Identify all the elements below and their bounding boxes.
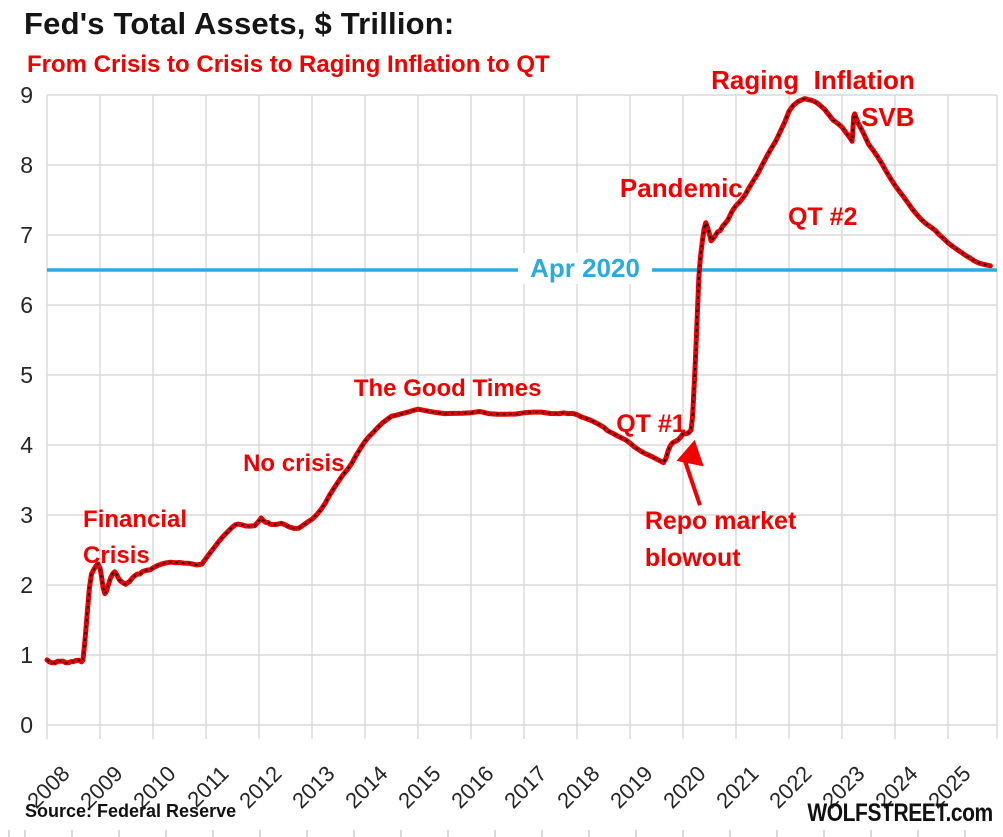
x-tick-label: 2013 — [287, 761, 339, 813]
annotation-qt1: QT #1 — [616, 409, 686, 438]
annotation-good-times: The Good Times — [353, 374, 542, 402]
y-tick-label: 0 — [20, 712, 33, 738]
x-tick-label: 2020 — [658, 761, 710, 813]
y-tick-label: 5 — [20, 362, 33, 388]
annotation-svb: SVB — [861, 101, 915, 132]
apr-2020-reference-label: Apr 2020 — [518, 253, 652, 284]
page-title: Fed's Total Assets, $ Trillion: — [24, 6, 455, 41]
y-tick-label: 3 — [20, 502, 33, 528]
x-tick-label: 2018 — [552, 761, 604, 813]
wolfstreet-brand: WOLFSTREET.com — [807, 799, 994, 827]
x-tick-label: 2019 — [605, 761, 657, 813]
x-tick-label: 2015 — [393, 761, 445, 813]
y-tick-label: 7 — [20, 222, 33, 248]
y-tick-label: 1 — [20, 642, 33, 668]
x-tick-label: 2014 — [340, 761, 392, 813]
cropped-next-chart-ticks — [0, 830, 1003, 837]
y-tick-label: 2 — [20, 572, 33, 598]
repo-blowout-arrow — [676, 439, 704, 506]
source-note: Source: Federal Reserve — [25, 801, 237, 821]
x-tick-label: 2016 — [446, 761, 498, 813]
y-tick-label: 6 — [20, 292, 33, 318]
annotation-no-crisis: No crisis — [243, 449, 345, 477]
x-tick-label: 2021 — [711, 761, 763, 813]
y-tick-label: 8 — [20, 152, 33, 178]
annotation-repo-blowout: Repo market blowout — [644, 507, 797, 573]
fed-assets-line-dots — [46, 97, 991, 664]
annotation-raging-inflation: Raging Inflation — [711, 64, 915, 95]
y-tick-label: 4 — [20, 432, 33, 458]
x-tick-label: 2012 — [234, 761, 286, 813]
x-tick-label: 2017 — [499, 761, 551, 813]
page-subtitle: From Crisis to Crisis to Raging Inflatio… — [27, 51, 550, 78]
annotation-qt2: QT #2 — [787, 203, 858, 232]
y-tick-label: 9 — [20, 82, 33, 108]
annotation-financial-crisis: Financial Crisis — [83, 505, 188, 569]
annotation-pandemic: Pandemic — [619, 173, 743, 204]
